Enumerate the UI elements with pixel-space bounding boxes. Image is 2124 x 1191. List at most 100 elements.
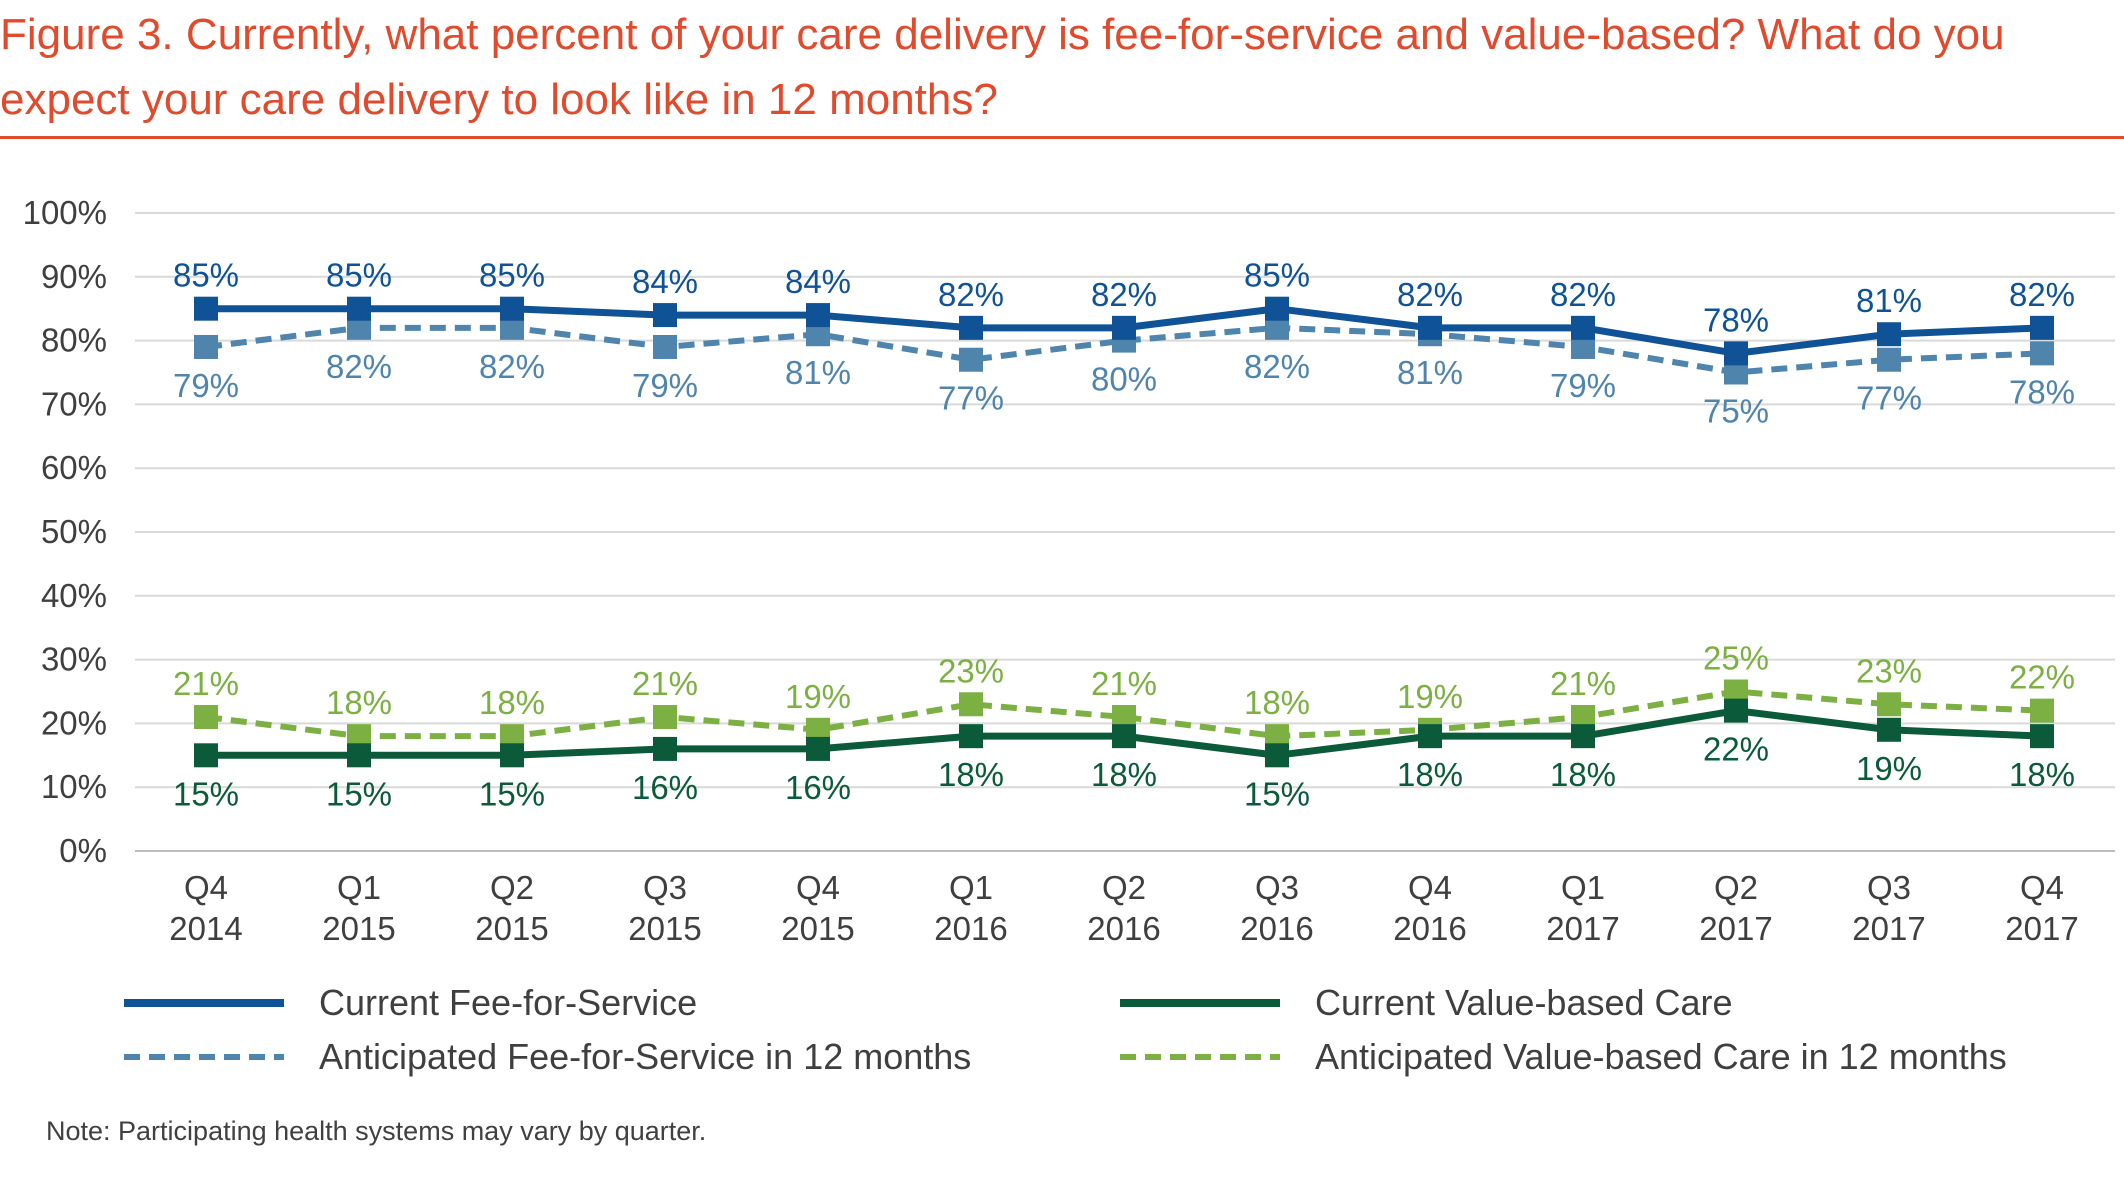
data-point-marker <box>1877 322 1901 347</box>
legend: Current Fee-for-Service Anticipated Fee-f… <box>124 982 2007 1077</box>
x-tick-label: 2017 <box>1852 910 1925 947</box>
data-point-marker <box>1877 717 1901 742</box>
data-label: 81% <box>1397 354 1463 391</box>
data-point-marker <box>2030 698 2054 723</box>
data-label: 77% <box>1856 380 1922 417</box>
x-tick-label: 2016 <box>1087 910 1160 947</box>
legend-label: Current Fee-for-Service <box>319 982 697 1023</box>
y-tick-label: 70% <box>41 385 107 422</box>
legend-item-current-ffs: Current Fee-for-Service <box>124 982 697 1023</box>
data-label: 16% <box>632 769 698 806</box>
x-tick-label: Q3 <box>1867 869 1911 906</box>
legend-item-anticipated-ffs: Anticipated Fee-for-Service in 12 months <box>124 1036 971 1077</box>
data-point-marker <box>653 705 677 730</box>
y-axis: 0% 10% 20% 30% 40% 50% 60% 70% 80% 90% 100% <box>23 194 107 869</box>
x-tick-label: 2014 <box>169 910 242 947</box>
data-label: 85% <box>1244 257 1310 294</box>
legend-label: Anticipated Fee-for-Service in 12 months <box>319 1036 971 1077</box>
data-label: 82% <box>1550 276 1616 313</box>
x-tick-label: Q1 <box>337 869 381 906</box>
x-tick-label: 2016 <box>1393 910 1466 947</box>
y-tick-label: 10% <box>41 768 107 805</box>
y-tick-label: 40% <box>41 577 107 614</box>
data-point-marker <box>806 736 830 761</box>
x-tick-label: 2016 <box>1240 910 1313 947</box>
y-tick-label: 50% <box>41 513 107 550</box>
y-tick-label: 80% <box>41 322 107 359</box>
data-point-marker <box>1724 341 1748 366</box>
data-label: 18% <box>1397 756 1463 793</box>
data-point-marker <box>1571 724 1595 749</box>
data-label: 82% <box>938 276 1004 313</box>
legend-item-current-vbc: Current Value-based Care <box>1120 982 1733 1023</box>
data-point-marker <box>1265 743 1289 768</box>
data-point-marker <box>1877 347 1901 372</box>
data-label: 22% <box>1703 731 1769 768</box>
series-current-ffs <box>194 296 2054 366</box>
data-label: 82% <box>1091 276 1157 313</box>
chart-title: Figure 3. Currently, what percent of you… <box>0 10 2005 124</box>
data-label: 18% <box>938 756 1004 793</box>
data-point-marker <box>959 724 983 749</box>
data-point-marker <box>653 334 677 359</box>
data-point-marker <box>194 334 218 359</box>
x-tick-label: Q4 <box>796 869 840 906</box>
data-point-marker <box>500 296 524 321</box>
x-axis: Q4 2014 Q1 2015 Q2 2015 Q3 2015 Q4 2015 Q1 2016 Q2 20… <box>169 869 2078 947</box>
data-point-marker <box>959 692 983 717</box>
data-point-marker <box>1418 724 1442 749</box>
y-tick-label: 20% <box>41 704 107 741</box>
data-label: 85% <box>479 257 545 294</box>
data-point-marker <box>347 743 371 768</box>
data-point-marker <box>959 315 983 340</box>
x-tick-label: 2017 <box>2005 910 2078 947</box>
data-label: 18% <box>479 684 545 721</box>
data-label: 82% <box>2009 276 2075 313</box>
title-divider <box>0 136 2124 139</box>
x-tick-label: 2016 <box>934 910 1007 947</box>
data-label: 84% <box>632 263 698 300</box>
data-point-marker <box>2030 315 2054 340</box>
data-label: 21% <box>1091 665 1157 702</box>
data-label: 85% <box>173 257 239 294</box>
data-label: 19% <box>1397 678 1463 715</box>
x-tick-label: Q1 <box>949 869 993 906</box>
data-point-marker <box>959 347 983 372</box>
data-point-marker <box>2030 724 2054 749</box>
data-point-marker <box>2030 341 2054 366</box>
x-tick-label: 2015 <box>322 910 395 947</box>
x-tick-label: Q4 <box>2020 869 2064 906</box>
data-label: 16% <box>785 769 851 806</box>
data-label: 82% <box>479 348 545 385</box>
data-label: 15% <box>1244 775 1310 812</box>
data-labels: 85% 85% 85% 84% 84% 82% 82% 85% 82% 82% 78% 81% 82% 7… <box>173 257 2075 813</box>
data-label: 23% <box>1856 652 1922 689</box>
x-tick-label: Q2 <box>1714 869 1758 906</box>
series-current-vbc <box>194 698 2054 768</box>
data-label: 15% <box>326 775 392 812</box>
data-label: 21% <box>1550 665 1616 702</box>
x-tick-label: Q4 <box>1408 869 1452 906</box>
data-point-marker <box>1724 698 1748 723</box>
data-label: 79% <box>632 367 698 404</box>
data-point-marker <box>1112 724 1136 749</box>
data-point-marker <box>194 743 218 768</box>
data-label: 80% <box>1091 361 1157 398</box>
data-label: 82% <box>1397 276 1463 313</box>
x-tick-label: 2015 <box>475 910 548 947</box>
x-tick-label: 2015 <box>781 910 854 947</box>
x-tick-label: 2017 <box>1699 910 1772 947</box>
data-label: 78% <box>2009 373 2075 410</box>
x-tick-label: Q1 <box>1561 869 1605 906</box>
data-label: 18% <box>1091 756 1157 793</box>
chart-note: Note: Participating health systems may v… <box>46 1116 707 1146</box>
y-tick-label: 0% <box>59 832 107 869</box>
x-tick-label: Q3 <box>1255 869 1299 906</box>
data-label: 15% <box>173 775 239 812</box>
data-label: 21% <box>632 665 698 702</box>
series-layer <box>194 296 2054 768</box>
data-point-marker <box>194 705 218 730</box>
data-point-marker <box>653 303 677 328</box>
y-tick-label: 60% <box>41 449 107 486</box>
legend-label: Current Value-based Care <box>1315 982 1733 1023</box>
